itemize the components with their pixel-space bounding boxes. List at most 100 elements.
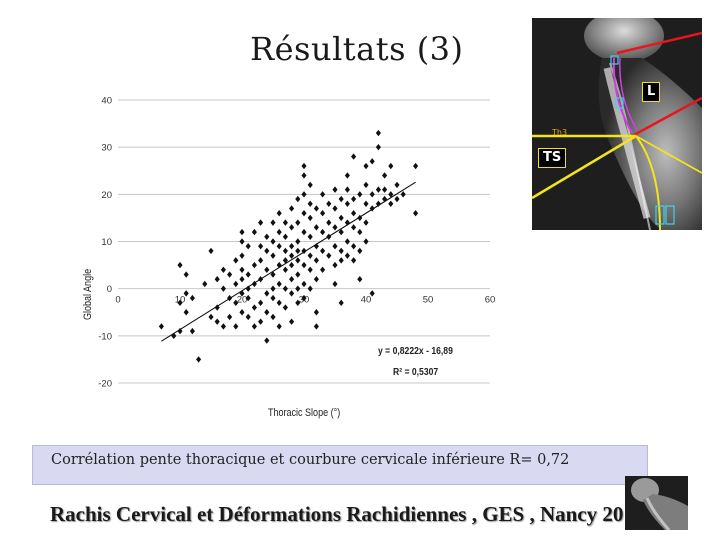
data-point (338, 299, 344, 307)
data-point (183, 309, 189, 316)
data-point (344, 172, 350, 179)
data-point (183, 271, 189, 278)
data-point (289, 318, 295, 325)
y-tick-label: 30 (101, 143, 112, 154)
data-point (295, 271, 301, 278)
data-point (413, 162, 419, 170)
data-point (307, 200, 313, 207)
data-point (295, 195, 301, 203)
data-point (301, 210, 307, 217)
data-point (282, 304, 288, 311)
data-point (320, 210, 326, 217)
xray-vertebra-label: Th3 (551, 128, 567, 137)
data-point (338, 228, 344, 236)
data-point (332, 280, 338, 288)
data-point (307, 214, 313, 222)
data-point (239, 276, 245, 283)
data-point (264, 266, 270, 273)
trendline-equation: y = 0,8222x - 16,89 (378, 345, 453, 357)
data-point (344, 238, 350, 245)
data-point (295, 299, 301, 307)
data-point (332, 261, 338, 269)
data-point (320, 247, 326, 255)
data-point (295, 247, 301, 255)
data-point (295, 285, 301, 292)
data-point (214, 276, 220, 283)
data-point (400, 191, 406, 198)
caption-box: Corrélation pente thoracique et courbure… (32, 445, 648, 485)
data-point (245, 243, 251, 250)
data-point (326, 219, 332, 226)
data-point (289, 276, 295, 283)
data-point (344, 252, 350, 259)
data-point (220, 266, 226, 273)
data-point (382, 172, 388, 179)
y-tick-label: 40 (101, 96, 112, 107)
y-tick-label: 10 (101, 237, 112, 248)
data-point (189, 327, 195, 335)
data-point (158, 323, 164, 330)
data-point (239, 309, 245, 316)
data-point (413, 210, 419, 217)
data-point (239, 238, 245, 245)
data-point (369, 191, 375, 198)
data-point (258, 299, 264, 307)
data-point (307, 285, 313, 292)
data-point (202, 280, 208, 288)
xray-label-ts: TS (538, 148, 567, 168)
data-point (264, 247, 270, 255)
data-point (276, 261, 282, 269)
data-point (320, 191, 326, 198)
data-point (332, 186, 338, 193)
trendline (161, 181, 416, 342)
data-point (388, 162, 394, 170)
data-point (258, 318, 264, 325)
data-point (313, 309, 319, 316)
data-point (351, 210, 357, 217)
data-point (289, 261, 295, 269)
footer-text: Rachis Cervical et Déformations Rachidie… (50, 502, 645, 526)
y-axis-label: Global Angle (82, 269, 94, 320)
y-tick-label: 20 (101, 190, 112, 201)
data-point (344, 186, 350, 193)
data-point (307, 266, 313, 273)
scatter-chart: -20-100102030400102030405060 y = 0,8222x… (82, 96, 495, 420)
data-point (276, 210, 282, 217)
y-tick-label: 0 (107, 284, 112, 295)
data-point (295, 257, 301, 264)
data-point (270, 294, 276, 302)
data-point (282, 219, 288, 226)
data-point (270, 285, 276, 292)
data-point (313, 224, 319, 231)
data-point (388, 191, 394, 198)
data-point (320, 266, 326, 273)
data-point (270, 313, 276, 321)
data-point (289, 252, 295, 259)
data-point (295, 238, 301, 245)
data-point (363, 200, 369, 207)
data-point (264, 290, 270, 297)
data-point (276, 323, 282, 330)
data-point (375, 143, 381, 151)
data-point (394, 195, 400, 203)
data-point (239, 228, 245, 236)
xray-image-lateral: Th3 L TS (532, 18, 702, 230)
data-point (220, 285, 226, 292)
data-point (270, 238, 276, 245)
data-point (214, 318, 220, 325)
data-point (332, 205, 338, 212)
data-point (338, 195, 344, 203)
data-point (307, 233, 313, 240)
data-point (375, 186, 381, 193)
data-point (363, 181, 369, 189)
data-point (326, 200, 332, 207)
data-point (375, 129, 381, 137)
data-point (239, 252, 245, 259)
data-point (301, 294, 307, 302)
data-point (227, 313, 233, 321)
data-point (332, 224, 338, 231)
data-point (313, 323, 319, 330)
slide-title: Résultats (3) (250, 30, 464, 68)
data-point (264, 337, 270, 344)
data-point (332, 243, 338, 250)
